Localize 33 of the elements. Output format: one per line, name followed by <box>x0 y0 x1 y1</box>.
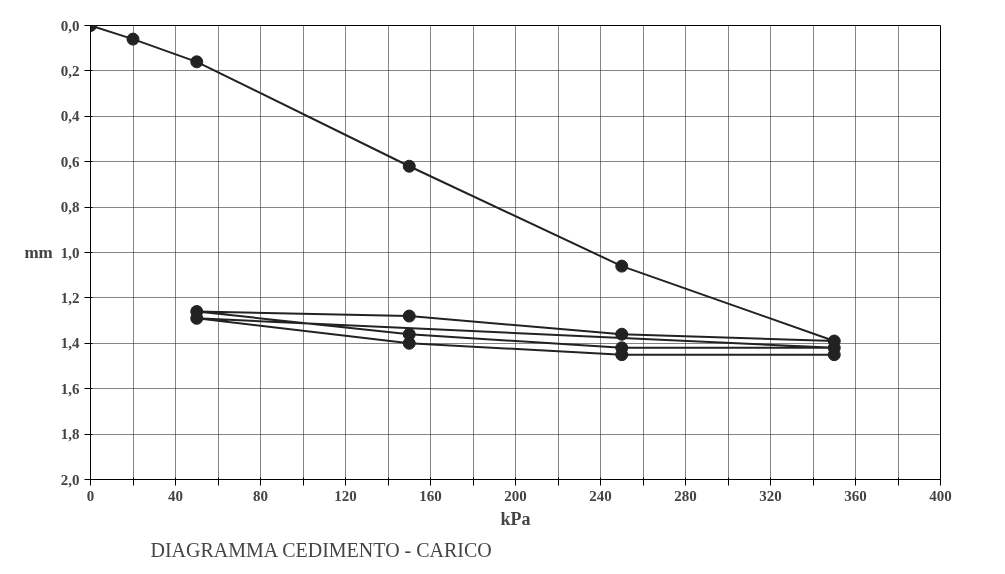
x-tick-label: 80 <box>253 487 268 504</box>
point <box>402 309 416 323</box>
x-axis-title: kPa <box>500 508 531 529</box>
x-tick-label: 240 <box>589 487 612 504</box>
x-tick-label: 120 <box>334 487 357 504</box>
x-tick-label: 160 <box>419 487 442 504</box>
x-tick-label: 200 <box>504 487 527 504</box>
text: DIAGRAMMA CEDIMENTO - CARICO <box>150 538 492 561</box>
x-tick-label: 0 <box>86 487 95 504</box>
y-tick-label: 0,2 <box>60 62 80 79</box>
x-tick-label: 280 <box>674 487 697 504</box>
point <box>126 32 140 46</box>
point <box>190 55 204 69</box>
point <box>615 348 629 362</box>
x-tick-label: 40 <box>168 487 183 504</box>
point <box>615 259 629 273</box>
y-tick-label: 0,0 <box>60 17 80 34</box>
point <box>615 327 629 341</box>
y-tick-label: 2,0 <box>60 471 80 488</box>
x-tick-label: 320 <box>759 487 782 504</box>
y-axis-title: mm <box>24 243 53 262</box>
y-tick-label: 0,8 <box>60 199 80 216</box>
y-tick-label: 1,6 <box>60 380 80 397</box>
x-tick-label: 360 <box>844 487 867 504</box>
point <box>402 336 416 350</box>
y-tick-label: 1,4 <box>60 335 80 352</box>
y-tick-label: 1,8 <box>60 426 80 443</box>
x-tick-label: 400 <box>929 487 952 504</box>
y-tick-label: 0,4 <box>60 108 80 125</box>
y-tick-label: 1,2 <box>60 289 80 306</box>
y-tick-label: 0,6 <box>60 153 80 170</box>
point <box>402 159 416 173</box>
y-tick-label: 1,0 <box>60 244 80 261</box>
